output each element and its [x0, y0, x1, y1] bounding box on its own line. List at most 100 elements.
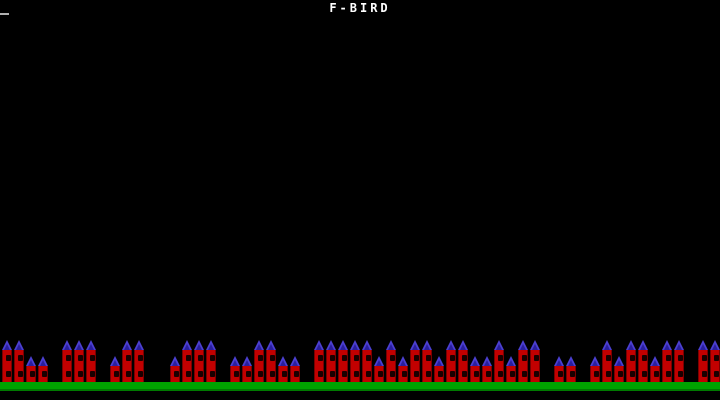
building-window — [330, 355, 335, 361]
building-window — [282, 371, 287, 377]
building-column — [662, 340, 672, 382]
building-window — [270, 371, 275, 377]
building-block — [362, 366, 372, 382]
building-block — [170, 366, 180, 382]
antenna-triangle-inner-icon — [40, 360, 46, 366]
building-window — [318, 355, 323, 361]
antenna-triangle-icon — [506, 356, 516, 366]
antenna-triangle-inner-icon — [616, 360, 622, 366]
building-block — [566, 366, 576, 382]
building-column — [326, 340, 336, 382]
antenna-triangle-inner-icon — [364, 344, 370, 350]
building-block — [14, 366, 24, 382]
building-window — [498, 371, 503, 377]
building-block — [698, 350, 708, 366]
building-window — [414, 371, 419, 377]
building-column — [458, 340, 468, 382]
building-block — [530, 366, 540, 382]
building-window — [198, 371, 203, 377]
antenna-triangle-icon — [350, 340, 360, 350]
building-window — [78, 371, 83, 377]
building-column — [122, 340, 132, 382]
antenna-triangle-inner-icon — [196, 344, 202, 350]
antenna-triangle-icon — [230, 356, 240, 366]
building-block — [14, 350, 24, 366]
antenna-triangle-icon — [650, 356, 660, 366]
building-block — [674, 366, 684, 382]
building-window — [414, 355, 419, 361]
antenna-triangle-inner-icon — [208, 344, 214, 350]
antenna-triangle-inner-icon — [556, 360, 562, 366]
building-window — [642, 371, 647, 377]
antenna-triangle-inner-icon — [496, 344, 502, 350]
antenna-triangle-icon — [254, 340, 264, 350]
antenna-triangle-icon — [662, 340, 672, 350]
building-window — [18, 355, 23, 361]
building-block — [74, 350, 84, 366]
antenna-triangle-inner-icon — [400, 360, 406, 366]
building-block — [674, 350, 684, 366]
building-block — [494, 350, 504, 366]
building-window — [450, 355, 455, 361]
antenna-triangle-icon — [266, 340, 276, 350]
building-block — [194, 366, 204, 382]
building-block — [278, 366, 288, 382]
antenna-triangle-inner-icon — [640, 344, 646, 350]
building-block — [374, 366, 384, 382]
building-column — [554, 356, 564, 382]
building-window — [354, 355, 359, 361]
building-column — [170, 356, 180, 382]
antenna-triangle-inner-icon — [664, 344, 670, 350]
building-window — [714, 371, 719, 377]
building-window — [66, 371, 71, 377]
building-block — [506, 366, 516, 382]
building-column — [410, 340, 420, 382]
building-window — [378, 371, 383, 377]
building-block — [494, 366, 504, 382]
building-column — [14, 340, 24, 382]
antenna-triangle-inner-icon — [472, 360, 478, 366]
antenna-triangle-icon — [74, 340, 84, 350]
building-column — [566, 356, 576, 382]
building-column — [134, 340, 144, 382]
building-window — [618, 371, 623, 377]
antenna-triangle-inner-icon — [124, 344, 130, 350]
building-column — [242, 356, 252, 382]
building-block — [662, 366, 672, 382]
building-window — [666, 371, 671, 377]
building-column — [674, 340, 684, 382]
antenna-triangle-inner-icon — [64, 344, 70, 350]
antenna-triangle-inner-icon — [352, 344, 358, 350]
antenna-triangle-icon — [362, 340, 372, 350]
building-block — [242, 366, 252, 382]
building-block — [134, 350, 144, 366]
building-block — [650, 366, 660, 382]
antenna-triangle-icon — [518, 340, 528, 350]
building-block — [314, 366, 324, 382]
antenna-triangle-inner-icon — [628, 344, 634, 350]
building-window — [534, 371, 539, 377]
building-column — [698, 340, 708, 382]
building-block — [86, 350, 96, 366]
building-column — [590, 356, 600, 382]
building-window — [126, 371, 131, 377]
building-block — [338, 350, 348, 366]
building-window — [498, 355, 503, 361]
building-window — [702, 371, 707, 377]
antenna-triangle-icon — [626, 340, 636, 350]
building-block — [434, 366, 444, 382]
building-column — [62, 340, 72, 382]
building-column — [434, 356, 444, 382]
building-block — [626, 366, 636, 382]
building-column — [362, 340, 372, 382]
antenna-triangle-inner-icon — [376, 360, 382, 366]
building-window — [666, 355, 671, 361]
antenna-triangle-inner-icon — [76, 344, 82, 350]
building-window — [474, 371, 479, 377]
antenna-triangle-inner-icon — [436, 360, 442, 366]
building-block — [554, 366, 564, 382]
antenna-triangle-inner-icon — [676, 344, 682, 350]
antenna-triangle-inner-icon — [532, 344, 538, 350]
antenna-triangle-icon — [554, 356, 564, 366]
